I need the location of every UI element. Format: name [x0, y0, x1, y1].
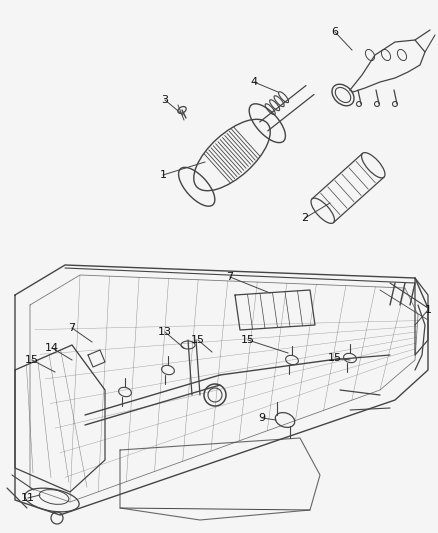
Text: 6: 6: [331, 27, 338, 37]
Text: 4: 4: [250, 77, 257, 87]
Text: 1: 1: [424, 305, 431, 315]
Text: 15: 15: [240, 335, 254, 345]
Text: 3: 3: [161, 95, 168, 105]
Text: 7: 7: [226, 272, 233, 282]
Text: 11: 11: [21, 493, 35, 503]
Text: 1: 1: [159, 170, 166, 180]
Text: 13: 13: [158, 327, 172, 337]
Text: 9: 9: [258, 413, 265, 423]
Text: 15: 15: [327, 353, 341, 363]
Text: 7: 7: [68, 323, 75, 333]
Text: 14: 14: [45, 343, 59, 353]
Text: 15: 15: [25, 355, 39, 365]
Text: 2: 2: [301, 213, 308, 223]
Text: 15: 15: [191, 335, 205, 345]
